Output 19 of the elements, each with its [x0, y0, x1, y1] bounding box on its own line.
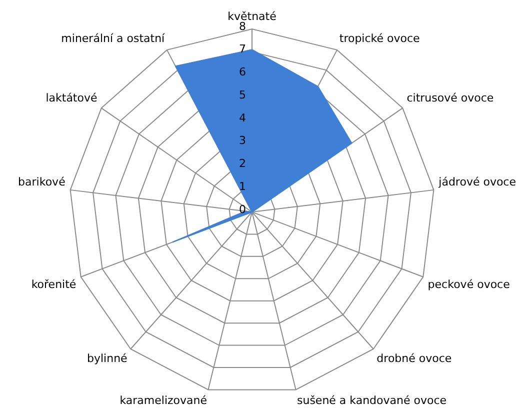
y-tick-label: 8 [239, 20, 246, 33]
spoke-label: barikové [18, 176, 66, 189]
y-tick-label: 1 [239, 180, 246, 193]
spoke-label: drobné ovoce [376, 352, 452, 366]
spoke-label: laktátové [46, 91, 98, 104]
spoke-label: tropické ovoce [339, 32, 420, 45]
spoke-label: jádrové ovoce [438, 176, 516, 189]
spoke-label: bylinné [86, 352, 128, 366]
spoke-label: citrusové ovoce [406, 91, 494, 104]
y-tick-label: 2 [239, 157, 246, 170]
y-tick-label: 4 [239, 111, 246, 124]
spoke-label: peckové ovoce [428, 278, 510, 292]
y-tick-label: 5 [239, 88, 246, 102]
spoke-label: sušené a kandované ovoce [296, 394, 447, 408]
y-tick-label: 3 [239, 134, 246, 148]
spoke-label: karamelizované [120, 394, 208, 408]
y-tick-label: 6 [239, 66, 246, 79]
spoke-label: kořenité [31, 278, 76, 292]
spoke-label: minerální a ostatní [61, 32, 166, 45]
